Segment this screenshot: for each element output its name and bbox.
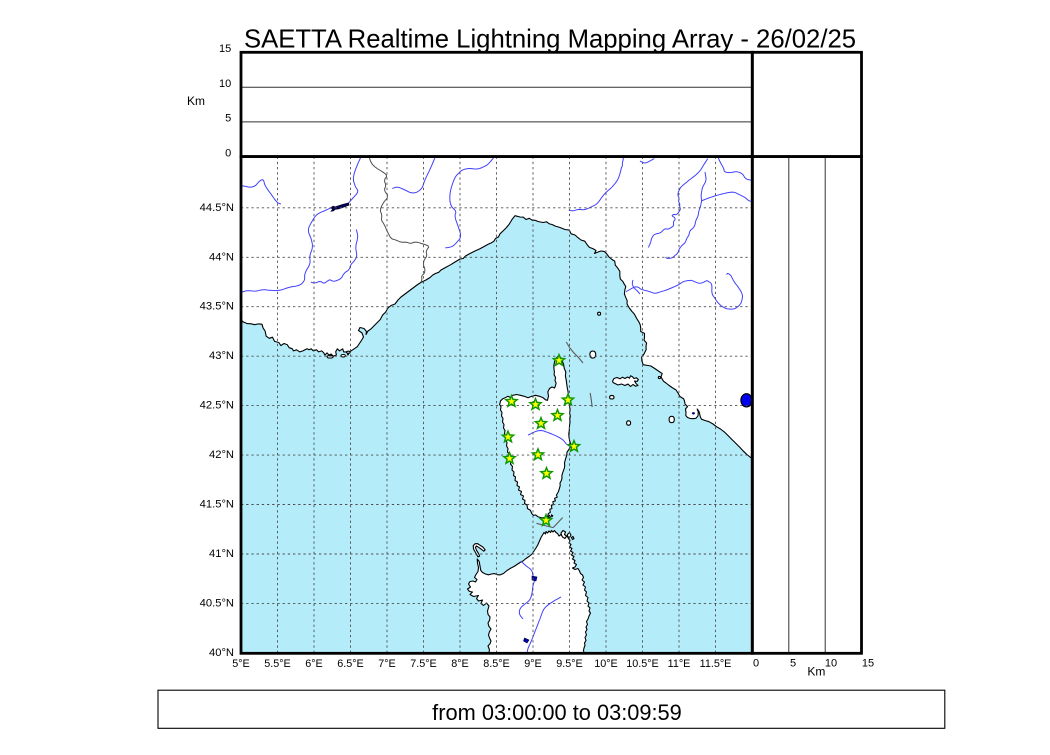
svg-text:10: 10: [219, 78, 231, 90]
svg-text:7°E: 7°E: [378, 658, 396, 670]
svg-text:Km: Km: [187, 94, 205, 108]
svg-text:44°N: 44°N: [209, 251, 234, 263]
svg-text:10°E: 10°E: [594, 658, 618, 670]
svg-text:7.5°E: 7.5°E: [410, 658, 437, 670]
svg-text:43.5°N: 43.5°N: [200, 301, 234, 313]
svg-text:8°E: 8°E: [451, 658, 469, 670]
svg-text:40°N: 40°N: [209, 647, 234, 659]
svg-text:Km: Km: [807, 665, 825, 679]
svg-text:5°E: 5°E: [232, 658, 250, 670]
svg-text:15: 15: [219, 43, 231, 55]
svg-text:5: 5: [790, 658, 796, 670]
svg-text:11°E: 11°E: [668, 658, 691, 670]
svg-text:10.5°E: 10.5°E: [626, 658, 659, 670]
svg-text:SAETTA Realtime Lightning Mapp: SAETTA Realtime Lightning Mapping Array …: [244, 26, 856, 54]
svg-text:8.5°E: 8.5°E: [483, 658, 510, 670]
svg-text:41°N: 41°N: [209, 548, 234, 560]
svg-text:0: 0: [753, 658, 759, 670]
svg-text:10: 10: [825, 658, 837, 670]
svg-text:0: 0: [225, 148, 231, 160]
svg-text:9.5°E: 9.5°E: [556, 658, 583, 670]
svg-text:42.5°N: 42.5°N: [200, 400, 234, 412]
svg-text:11.5°E: 11.5°E: [700, 658, 732, 670]
svg-text:42°N: 42°N: [209, 449, 234, 461]
svg-text:6°E: 6°E: [305, 658, 323, 670]
svg-text:5.5°E: 5.5°E: [264, 658, 291, 670]
svg-text:15: 15: [862, 658, 874, 670]
svg-text:6.5°E: 6.5°E: [337, 658, 364, 670]
svg-text:9°E: 9°E: [524, 658, 542, 670]
svg-text:from 03:00:00 to 03:09:59: from 03:00:00 to 03:09:59: [432, 700, 682, 725]
svg-text:41.5°N: 41.5°N: [200, 499, 234, 511]
svg-text:43°N: 43°N: [209, 350, 234, 362]
svg-text:44.5°N: 44.5°N: [200, 202, 234, 214]
svg-text:5: 5: [225, 113, 231, 125]
svg-text:40.5°N: 40.5°N: [200, 597, 234, 609]
